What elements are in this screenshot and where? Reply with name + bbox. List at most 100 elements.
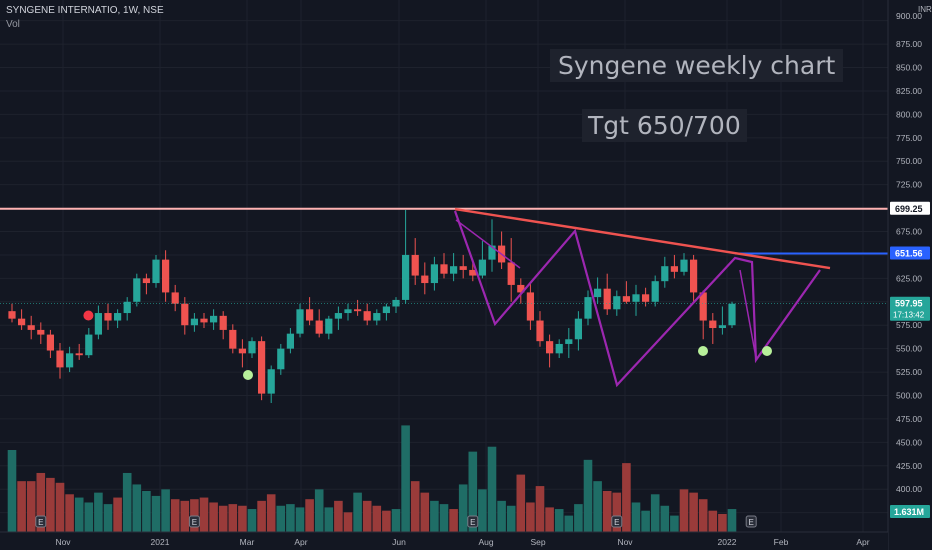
candle-body <box>430 264 438 284</box>
volume-bar <box>612 492 622 532</box>
volume-bar <box>526 502 535 532</box>
candle <box>258 336 266 401</box>
volume-bar <box>430 500 439 532</box>
volume-bar <box>698 499 708 532</box>
candle-body <box>363 311 371 321</box>
candle-body <box>114 313 122 321</box>
candle <box>142 273 150 295</box>
candle <box>382 303 390 321</box>
signal-dot-green <box>698 346 708 356</box>
candle <box>363 303 371 326</box>
price-tick-label: 675.00 <box>896 227 922 237</box>
candle <box>123 297 131 321</box>
candle-body <box>661 266 669 282</box>
target-annotation[interactable]: Tgt 650/700 <box>582 109 747 142</box>
candle-body <box>258 341 266 394</box>
candle <box>718 306 726 335</box>
price-tick-label: 875.00 <box>896 39 922 49</box>
volume-bar <box>458 484 468 532</box>
volume-bar <box>324 507 334 532</box>
volume-bar <box>641 510 650 532</box>
level-badge-699: 699.25 <box>895 204 923 214</box>
candle <box>66 346 74 373</box>
volume-bar <box>670 515 679 532</box>
candle <box>661 256 669 288</box>
candle <box>670 254 678 279</box>
candle-body <box>248 341 256 354</box>
candle <box>85 328 93 359</box>
volume-bar <box>209 502 218 532</box>
volume-bar <box>46 477 55 532</box>
candle <box>680 253 688 276</box>
signal-dot-red <box>83 310 94 321</box>
volume-bar <box>708 510 718 532</box>
volume-bar <box>266 494 276 532</box>
candle-body <box>123 301 131 314</box>
candle <box>613 290 621 316</box>
volume-bar <box>122 472 132 532</box>
candle <box>75 343 83 360</box>
pattern-inner-line <box>739 269 757 359</box>
current-price-badge-countdown: 17:13:42 <box>893 311 925 320</box>
candle <box>651 275 659 307</box>
candle <box>354 299 362 316</box>
candle-body <box>162 259 170 293</box>
candle <box>315 309 323 338</box>
candle <box>94 305 102 340</box>
volume-bar <box>410 481 420 532</box>
volume-bar <box>343 512 353 532</box>
volume-bar <box>305 499 314 532</box>
candle-body <box>450 266 458 274</box>
candle-body <box>354 309 362 312</box>
volume-bar <box>161 489 170 532</box>
candle-body <box>315 320 323 334</box>
current-price-badge: 597.95 <box>895 299 923 309</box>
price-tick-label: 500.00 <box>896 391 922 401</box>
time-tick-label: Apr <box>294 537 307 547</box>
volume-bar <box>151 495 161 532</box>
pattern-inner-line <box>455 219 521 269</box>
candle <box>325 315 333 340</box>
candle-body <box>555 343 563 354</box>
volume-bar <box>727 509 737 532</box>
candle-body <box>709 320 717 329</box>
volume-bar <box>372 505 382 532</box>
time-tick-label: 2021 <box>151 537 170 547</box>
volume-bar <box>180 500 190 532</box>
symbol-header: SYNGENE INTERNATIO, 1W, NSE <box>6 5 164 16</box>
candle <box>200 313 208 329</box>
candle-body <box>238 348 246 354</box>
volume-bar <box>545 507 554 532</box>
signal-dot-green <box>762 346 772 356</box>
earnings-label: E <box>614 518 619 527</box>
candle <box>8 303 16 323</box>
price-tick-label: 525.00 <box>896 367 922 377</box>
earnings-marker: E <box>745 515 757 528</box>
time-tick-label: Mar <box>240 537 255 547</box>
candle-body <box>488 245 496 260</box>
candle-body <box>210 315 218 323</box>
current-price-badge-bg <box>890 296 930 321</box>
volume-bar <box>478 489 487 532</box>
candle <box>421 262 429 295</box>
candle <box>219 311 227 340</box>
candle-body <box>565 339 573 344</box>
candle <box>699 290 707 340</box>
candle <box>517 278 525 304</box>
price-tick-label: 850.00 <box>896 63 922 73</box>
volume-bar <box>382 510 391 532</box>
candle-body <box>85 334 93 356</box>
candle-body <box>603 288 611 310</box>
candle-body <box>200 318 208 323</box>
volume-bar <box>199 497 209 532</box>
volume-bar <box>583 459 593 532</box>
volume-bar <box>718 513 727 532</box>
volume-bar <box>74 497 84 532</box>
chart-title-annotation[interactable]: Syngene weekly chart <box>550 49 844 82</box>
candle <box>478 240 486 279</box>
candle <box>498 231 506 269</box>
candle <box>603 273 611 315</box>
candle <box>334 306 342 330</box>
price-tick-label: 800.00 <box>896 109 922 119</box>
